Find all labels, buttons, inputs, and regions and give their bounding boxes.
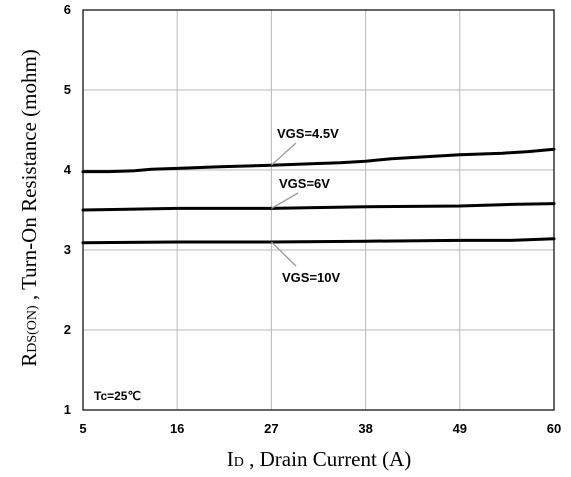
x-tick-labels: 5 16 27 38 49 60 [79, 421, 561, 436]
series-line [81, 202, 556, 212]
x-tick-label: 16 [170, 421, 184, 436]
y-tick-label: 4 [64, 162, 72, 177]
y-tick-label: 6 [64, 2, 71, 17]
y-tick-labels: 1 2 3 4 5 6 [64, 2, 72, 417]
series-labels: VGS=4.5V VGS=6V VGS=10V [277, 126, 341, 285]
temperature-annotation: Tc=25℃ [94, 389, 141, 403]
series-line [81, 147, 556, 174]
x-tick-label: 38 [358, 421, 372, 436]
x-tick-label: 5 [79, 421, 86, 436]
x-tick-label: 60 [547, 421, 561, 436]
x-tick-label: 27 [264, 421, 278, 436]
y-tick-label: 1 [64, 402, 71, 417]
series-label: VGS=10V [282, 270, 341, 285]
y-axis-title: RDS(ON) , Turn-On Resistance (mohm) [17, 49, 41, 367]
series-lines [81, 147, 556, 245]
label-leader [270, 241, 297, 267]
series-label: VGS=4.5V [277, 126, 339, 141]
series-label: VGS=6V [279, 176, 330, 191]
y-tick-label: 5 [64, 82, 71, 97]
y-tick-label: 2 [64, 322, 71, 337]
plot-frame [82, 9, 555, 411]
y-tick-label: 3 [64, 242, 71, 257]
x-tick-label: 49 [453, 421, 467, 436]
series-line [81, 237, 556, 245]
label-leader [271, 192, 299, 209]
label-leaders [270, 142, 299, 267]
label-leader [270, 142, 297, 166]
x-axis-title: ID , Drain Current (A) [227, 447, 412, 471]
